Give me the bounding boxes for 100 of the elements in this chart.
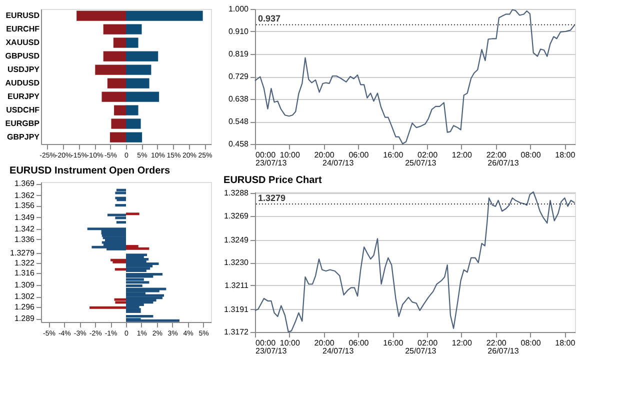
bar xyxy=(126,64,152,75)
bar xyxy=(126,51,158,62)
bar xyxy=(126,38,138,48)
x2-tick-label: 23/07/13 xyxy=(256,346,288,356)
bar xyxy=(126,10,203,21)
x-tick-label: 22:00 xyxy=(486,150,507,160)
y-tick-label: 1.309 xyxy=(14,280,36,290)
bar xyxy=(126,319,180,322)
x2-tick-label: 23/07/13 xyxy=(256,158,288,168)
bar xyxy=(126,315,154,318)
x2-tick-label: 25/07/13 xyxy=(405,346,437,356)
bar xyxy=(115,204,126,207)
y-tick-label: USDCHF xyxy=(6,105,40,114)
y-tick-label: 1.356 xyxy=(14,201,36,210)
x-tick-label: 20:00 xyxy=(314,338,335,348)
x-tick-label: 08:00 xyxy=(520,338,542,348)
bar xyxy=(116,188,126,192)
x-tick-label: 10:00 xyxy=(280,338,300,348)
x-tick-label: 02:00 xyxy=(418,338,438,348)
y-tick-label: AUDUSD xyxy=(5,78,40,88)
x2-tick-label: 24/07/13 xyxy=(322,158,354,168)
y-tick-label: 0.548 xyxy=(228,117,250,126)
x-tick-label: 16:00 xyxy=(383,338,404,348)
y-tick-label: 1.3211 xyxy=(224,280,250,290)
bar xyxy=(126,118,141,129)
bar xyxy=(115,192,126,194)
bar xyxy=(114,268,126,271)
y-tick-label: 0.458 xyxy=(228,140,250,148)
y-tick-label: 0.729 xyxy=(228,72,250,81)
ref-line-label: 1.3279 xyxy=(258,192,286,203)
bar xyxy=(126,262,159,266)
bar xyxy=(107,78,126,88)
x2-tick-label: 26/07/13 xyxy=(488,346,520,356)
chart-title: EURUSD Instrument Open Orders xyxy=(10,166,171,177)
bar xyxy=(114,298,126,301)
y-tick-label: 1.316 xyxy=(14,268,36,278)
bar xyxy=(126,258,149,261)
x-tick-label: 18:00 xyxy=(555,150,576,160)
x-tick-label: 02:00 xyxy=(418,150,438,160)
x-tick-label: 20:00 xyxy=(314,150,335,160)
y-tick-label: 1.296 xyxy=(14,302,36,312)
y-tick-label: 1.3230 xyxy=(224,258,250,268)
y-tick-label: 1.289 xyxy=(14,314,36,324)
bar xyxy=(103,24,126,34)
bar xyxy=(126,132,142,142)
bar xyxy=(103,51,126,62)
y-tick-label: 1.342 xyxy=(14,224,36,234)
bar xyxy=(107,214,126,216)
y-tick-label: GBPJPY xyxy=(7,132,40,142)
bar xyxy=(126,24,142,34)
y-tick-label: 1.3191 xyxy=(224,304,250,314)
bar xyxy=(102,92,126,102)
y-tick-label: 1.362 xyxy=(14,190,36,200)
y-tick-label: 1.3172 xyxy=(224,328,250,336)
bar xyxy=(126,301,154,304)
x-tick-label: 16:00 xyxy=(383,150,404,160)
y-tick-label: 0.819 xyxy=(228,50,250,59)
bar xyxy=(126,281,150,284)
bar xyxy=(90,306,126,309)
x2-tick-label: 25/07/13 xyxy=(405,158,437,168)
x2-tick-label: 24/07/13 xyxy=(322,346,354,356)
x-tick-label: 18:00 xyxy=(555,338,576,348)
y-tick-label: GBPUSD xyxy=(5,51,40,60)
y-tick-label: 1.302 xyxy=(14,292,36,302)
y-tick-label: 1.349 xyxy=(14,212,36,222)
y-tick-label: EURJPY xyxy=(7,92,40,101)
bar xyxy=(126,92,160,102)
x-tick-label: 00:00 xyxy=(256,338,276,348)
bar xyxy=(76,10,126,21)
y-tick-label: 1.3279 xyxy=(10,248,36,258)
x-tick-label: 06:00 xyxy=(348,338,370,348)
bar xyxy=(113,38,126,48)
y-tick-label: 1.3249 xyxy=(224,235,250,244)
y-tick-label: EURUSD xyxy=(6,10,40,20)
y-tick-label: EURCHF xyxy=(6,24,40,34)
y-tick-label: XAUUSD xyxy=(6,38,40,47)
bar xyxy=(126,310,141,313)
y-tick-label: 1.369 xyxy=(14,179,36,188)
bar xyxy=(126,78,150,88)
x-tick-label: 22:00 xyxy=(486,338,507,348)
y-tick-label: 1.3269 xyxy=(224,211,250,220)
bar xyxy=(116,221,126,224)
y-tick-label: 1.3288 xyxy=(224,188,250,198)
bar xyxy=(95,64,126,75)
bar xyxy=(126,212,140,216)
x-tick-label: 00:00 xyxy=(256,150,276,160)
x-tick-label: 08:00 xyxy=(520,150,542,160)
bar xyxy=(126,105,138,116)
y-tick-label: 0.910 xyxy=(228,26,250,36)
bar xyxy=(110,132,126,142)
x-tick-label: 12:00 xyxy=(452,150,473,160)
bar xyxy=(114,105,126,116)
x-tick-label: 12:00 xyxy=(452,338,473,348)
y-tick-label: 1.322 xyxy=(14,258,36,268)
chart-title: EURUSD Price Chart xyxy=(224,175,323,186)
x-tick-label: 06:00 xyxy=(348,150,370,160)
y-tick-label: USDJPY xyxy=(7,64,40,74)
bar xyxy=(111,118,126,129)
x2-tick-label: 26/07/13 xyxy=(488,158,520,168)
x-tick-label: 10:00 xyxy=(280,150,300,160)
